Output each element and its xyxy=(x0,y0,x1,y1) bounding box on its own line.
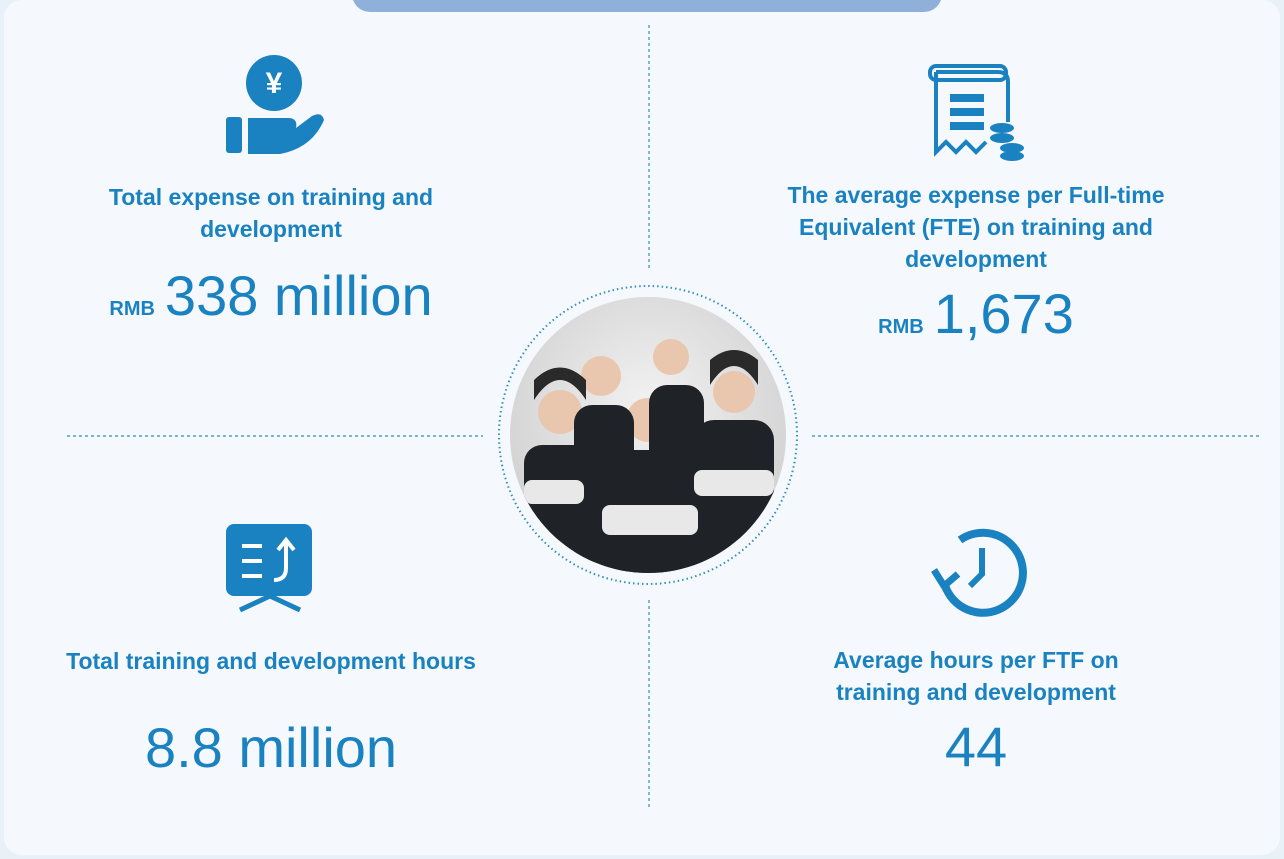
icon-board xyxy=(226,524,312,613)
stat: Total expense on training and developmen… xyxy=(71,181,471,328)
stat-value: 338 million xyxy=(164,264,433,327)
stat-label: Total expense on training and developmen… xyxy=(108,184,434,242)
decorations: ¥ xyxy=(67,25,1262,808)
stat-prefix: RMB xyxy=(878,316,924,338)
photo-ring xyxy=(498,285,798,585)
stat-value-row: RMB 1,673 xyxy=(756,281,1196,346)
stat: The average expense per Full-time Equiva… xyxy=(756,179,1196,346)
photo xyxy=(510,297,786,573)
stat-value: 1,673 xyxy=(933,282,1074,345)
icon-receipt xyxy=(928,64,1024,161)
stat-label: The average expense per Full-time Equiva… xyxy=(787,182,1165,272)
svg-text:¥: ¥ xyxy=(266,67,283,100)
icon-money: ¥ xyxy=(226,55,324,154)
stat-value-row: RMB 338 million xyxy=(71,263,471,328)
stat-prefix: RMB xyxy=(109,298,155,320)
stat-label: Average hours per FTF on training and de… xyxy=(833,647,1119,705)
stat-label: Total training and development hours xyxy=(66,648,476,674)
dividers xyxy=(67,25,1262,808)
icon-clock xyxy=(931,528,1027,617)
card: ¥ Total expense on training and developm… xyxy=(4,0,1280,855)
stat: Total training and development hours 8.8… xyxy=(21,645,521,780)
stat-value: 44 xyxy=(944,715,1008,778)
stat-value: 8.8 million xyxy=(144,716,398,779)
stat: Average hours per FTF on training and de… xyxy=(796,644,1156,779)
header-tab xyxy=(352,0,942,12)
